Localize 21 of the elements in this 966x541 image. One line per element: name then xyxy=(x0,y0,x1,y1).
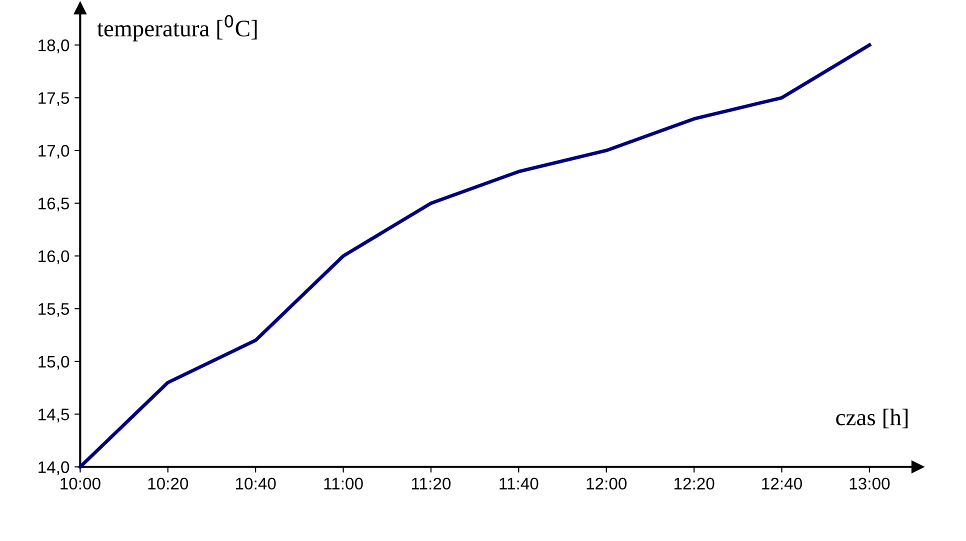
x-tick-label: 12:20 xyxy=(674,478,714,490)
y-tick-label: 14,5 xyxy=(38,408,70,422)
y-tick-label: 16,5 xyxy=(38,198,70,212)
x-tick-label: 11:00 xyxy=(324,478,363,490)
x-tick-label: 10:00 xyxy=(60,478,100,490)
x-tick-label: 13:00 xyxy=(850,478,890,490)
y-tick-label: 14,0 xyxy=(38,461,70,476)
y-tick-label: 18,0 xyxy=(38,39,70,54)
x-tick-label: 11:20 xyxy=(412,478,451,490)
y-tick-label: 15,5 xyxy=(38,303,70,317)
y-tick-label: 15,0 xyxy=(38,356,70,370)
x-axis-title: czas [h] xyxy=(836,408,908,428)
y-axis-title: temperatura [$^{0}$C] xyxy=(97,14,257,42)
x-tick-label: 12:00 xyxy=(586,478,627,490)
x-tick-label: 10:40 xyxy=(236,478,276,490)
x-tick-label: 12:40 xyxy=(762,478,802,490)
y-tick-label: 17,0 xyxy=(38,144,70,159)
y-tick-label: 17,5 xyxy=(38,92,70,106)
x-tick-label: 11:40 xyxy=(500,478,538,490)
y-tick-label: 16,0 xyxy=(38,250,70,264)
x-tick-label: 10:20 xyxy=(148,478,188,490)
